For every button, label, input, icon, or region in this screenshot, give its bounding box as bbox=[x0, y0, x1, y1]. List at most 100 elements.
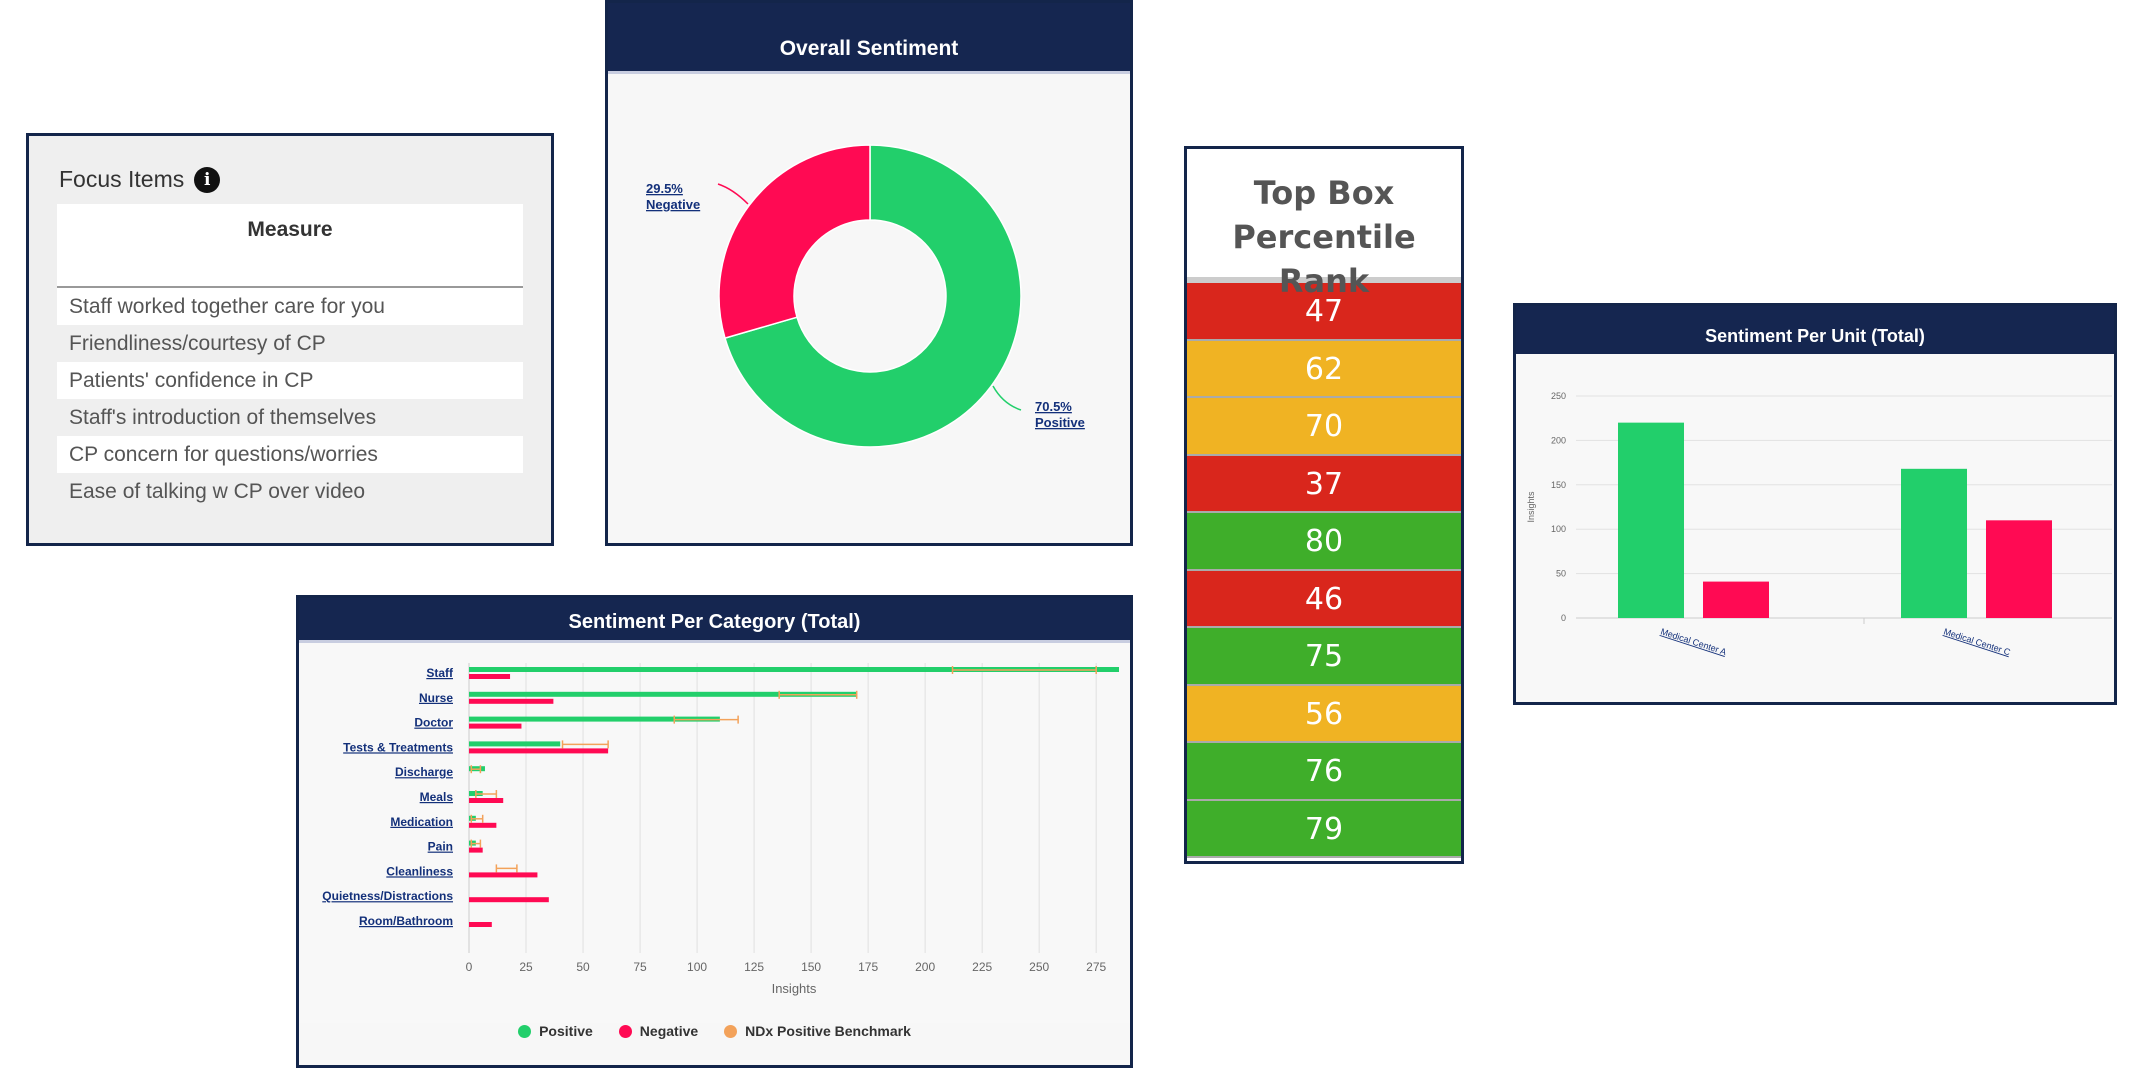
category-label[interactable]: Cleanliness bbox=[386, 864, 453, 878]
unit-y-tick: 100 bbox=[1551, 524, 1566, 534]
legend-negative-label: Negative bbox=[639, 1023, 699, 1039]
category-label[interactable]: Pain bbox=[428, 840, 453, 854]
top-box-cell: 62 bbox=[1187, 340, 1461, 398]
sentiment-per-category-title: Sentiment Per Category (Total) bbox=[299, 598, 1130, 643]
top-box-header: Top Box Percentile Rank bbox=[1187, 149, 1461, 300]
negative-pct-label[interactable]: 29.5% bbox=[646, 181, 683, 196]
top-box-cell: 76 bbox=[1187, 743, 1461, 801]
top-box-cell: 37 bbox=[1187, 455, 1461, 513]
top-box-cell: 47 bbox=[1187, 283, 1461, 341]
focus-item-row[interactable]: CP concern for questions/worries bbox=[57, 436, 523, 473]
category-label[interactable]: Quietness/Distractions bbox=[322, 889, 453, 903]
unit-y-axis-label: Insights bbox=[1526, 491, 1536, 523]
legend-negative-dot bbox=[618, 1024, 632, 1038]
category-x-tick: 75 bbox=[633, 960, 647, 974]
category-x-axis-label: Insights bbox=[772, 981, 817, 996]
focus-item-row[interactable]: Friendliness/courtesy of CP bbox=[57, 325, 523, 362]
category-label[interactable]: Staff bbox=[426, 666, 454, 680]
unit-bar-negative[interactable] bbox=[1986, 520, 2052, 618]
category-x-tick: 100 bbox=[687, 960, 707, 974]
top-box-cell: 80 bbox=[1187, 513, 1461, 571]
unit-y-tick: 0 bbox=[1561, 613, 1566, 623]
category-bar-positive[interactable] bbox=[469, 691, 857, 697]
positive-pct-label[interactable]: 70.5% bbox=[1035, 399, 1072, 414]
category-bar-negative[interactable] bbox=[469, 922, 492, 927]
category-bar-negative[interactable] bbox=[469, 723, 522, 729]
top-box-cell: 56 bbox=[1187, 685, 1461, 743]
category-x-tick: 200 bbox=[915, 960, 935, 974]
measure-column-header[interactable]: Measure bbox=[57, 204, 523, 288]
top-box-cells: 47 62 70 37 80 46 75 56 76 79 bbox=[1187, 283, 1461, 858]
top-box-cell: 70 bbox=[1187, 398, 1461, 456]
unit-bar-positive[interactable] bbox=[1901, 468, 1967, 618]
category-label[interactable]: Nurse bbox=[419, 691, 453, 705]
category-label[interactable]: Meals bbox=[420, 790, 454, 804]
category-x-tick: 250 bbox=[1029, 960, 1049, 974]
category-x-tick: 275 bbox=[1086, 960, 1106, 974]
category-bar-negative[interactable] bbox=[469, 872, 538, 878]
top-box-cell: 75 bbox=[1187, 628, 1461, 686]
overall-sentiment-donut-chart: 29.5%Negative 70.5%Positive bbox=[646, 144, 1085, 448]
category-label[interactable]: Doctor bbox=[414, 716, 453, 730]
top-box-cell: 79 bbox=[1187, 800, 1461, 858]
donut-slice-positive[interactable] bbox=[724, 144, 1022, 448]
sentiment-per-category-chart: 0 25 50 75 100 125 150 175 200 225 250 275 Insights S… bbox=[299, 643, 1130, 1023]
focus-item-row[interactable]: Ease of talking w CP over video bbox=[57, 473, 523, 510]
focus-item-row[interactable]: Patients' confidence in CP bbox=[57, 362, 523, 399]
category-bar-positive[interactable] bbox=[469, 716, 720, 722]
category-label[interactable]: Discharge bbox=[395, 765, 453, 779]
unit-y-tick: 50 bbox=[1556, 569, 1566, 579]
unit-y-tick: 250 bbox=[1551, 391, 1566, 401]
focus-items-table: Measure Staff worked together care for y… bbox=[57, 204, 523, 510]
category-x-tick: 0 bbox=[466, 960, 473, 974]
unit-bar-negative[interactable] bbox=[1703, 581, 1769, 618]
overall-sentiment-panel: Overall Sentiment 29.5% Negative 70.5% Posi… bbox=[605, 0, 1133, 546]
legend-benchmark[interactable]: NDx Positive Benchmark bbox=[724, 1023, 911, 1039]
category-x-tick: 175 bbox=[858, 960, 878, 974]
category-legend: Positive Negative NDx Positive Benchmark bbox=[299, 1023, 1130, 1039]
category-bar-negative[interactable] bbox=[469, 822, 497, 828]
category-x-tick: 125 bbox=[744, 960, 764, 974]
top-box-percentile-rank-panel: Top Box Percentile Rank 47 62 70 37 80 46 75 56… bbox=[1184, 146, 1464, 864]
sentiment-per-unit-title: Sentiment Per Unit (Total) bbox=[1516, 306, 2114, 354]
legend-benchmark-label: NDx Positive Benchmark bbox=[745, 1023, 911, 1039]
negative-text-label[interactable]: Negative bbox=[646, 197, 700, 212]
unit-y-tick: 200 bbox=[1551, 435, 1566, 445]
category-label[interactable]: Tests & Treatments bbox=[343, 740, 453, 754]
category-bar-negative[interactable] bbox=[469, 674, 511, 679]
overall-sentiment-title: Overall Sentiment bbox=[608, 3, 1130, 74]
info-icon[interactable]: i bbox=[194, 166, 221, 193]
category-bar-negative[interactable] bbox=[469, 847, 483, 853]
sentiment-per-unit-panel: Sentiment Per Unit (Total) 0 50 100 150 200 2… bbox=[1513, 303, 2117, 705]
category-bar-positive[interactable] bbox=[469, 667, 1119, 672]
focus-items-rows: Staff worked together care for you Friend… bbox=[57, 288, 523, 510]
top-box-cell: 46 bbox=[1187, 570, 1461, 628]
category-bar-negative[interactable] bbox=[469, 748, 609, 754]
unit-bar-positive[interactable] bbox=[1618, 422, 1684, 618]
category-x-tick: 25 bbox=[519, 960, 533, 974]
top-box-title-line1: Top Box bbox=[1253, 174, 1395, 212]
top-box-title-line2: Percentile Rank bbox=[1232, 218, 1416, 300]
legend-positive[interactable]: Positive bbox=[518, 1023, 593, 1039]
focus-item-row[interactable]: Staff's introduction of themselves bbox=[57, 399, 523, 436]
category-bar-negative[interactable] bbox=[469, 798, 504, 803]
legend-positive-label: Positive bbox=[539, 1023, 593, 1039]
category-x-tick: 150 bbox=[801, 960, 821, 974]
positive-text-label[interactable]: Positive bbox=[1035, 415, 1085, 430]
legend-benchmark-dot bbox=[724, 1024, 738, 1038]
legend-positive-dot bbox=[518, 1024, 532, 1038]
category-bar-negative[interactable] bbox=[469, 897, 549, 903]
category-bar-positive[interactable] bbox=[469, 741, 561, 747]
focus-items-title-group: Focus Items i bbox=[59, 166, 221, 193]
donut-slice-negative[interactable] bbox=[718, 144, 871, 340]
category-bar-negative[interactable] bbox=[469, 698, 554, 704]
category-label[interactable]: Room/Bathroom bbox=[359, 914, 453, 928]
legend-negative[interactable]: Negative bbox=[618, 1023, 699, 1039]
focus-item-row[interactable]: Staff worked together care for you bbox=[57, 288, 523, 325]
sentiment-per-category-panel: Sentiment Per Category (Total) 0 25 50 75 10… bbox=[296, 595, 1133, 1068]
focus-items-title: Focus Items bbox=[59, 166, 185, 192]
category-label[interactable]: Medication bbox=[390, 815, 453, 829]
negative-leader-line bbox=[717, 183, 749, 205]
category-x-tick: 50 bbox=[576, 960, 590, 974]
